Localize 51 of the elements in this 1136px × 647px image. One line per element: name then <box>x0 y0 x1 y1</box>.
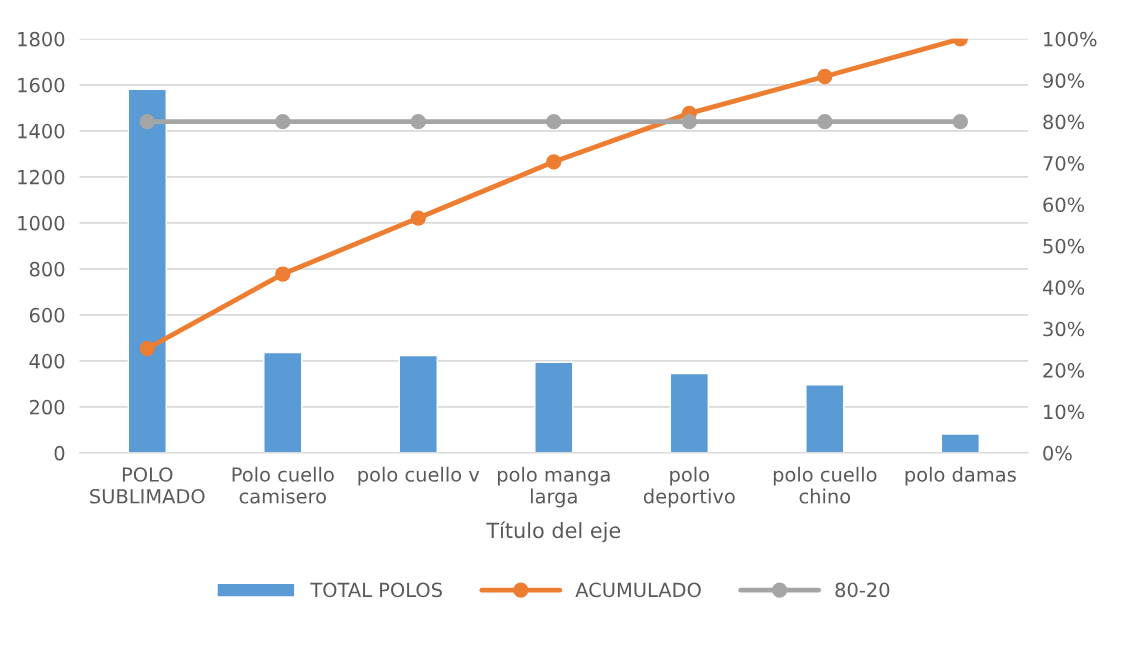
bar <box>398 354 438 453</box>
y-tick-label: 1400 <box>18 123 65 139</box>
y-tick-label: 600 <box>29 307 65 323</box>
point <box>139 113 155 130</box>
x-tick-label: polo manga larga <box>497 466 610 508</box>
point <box>817 68 833 85</box>
y2-tick-label: 50% <box>1043 238 1085 254</box>
y-tick-label: 400 <box>29 353 65 369</box>
y2-tick-label: 80% <box>1043 114 1085 130</box>
y2-tick-label: 100% <box>1044 31 1097 47</box>
x-tick-label: polo deportivo <box>643 466 735 508</box>
point <box>275 266 291 282</box>
x-tick-label: polo cuello chino <box>773 466 877 504</box>
bar <box>940 433 980 453</box>
bar <box>669 372 709 453</box>
y2-tick-label: 40% <box>1042 280 1085 295</box>
y2-tick-label: 70% <box>1043 156 1085 171</box>
x-tick-label: polo damas <box>905 466 1016 486</box>
y-tick-label: 1000 <box>18 215 65 231</box>
point <box>952 113 968 130</box>
y2-tick-label: 90% <box>1043 73 1085 88</box>
point <box>681 113 697 130</box>
legend-label: 80-20 <box>835 582 890 598</box>
point <box>410 113 426 130</box>
y-tick-label: 200 <box>29 399 65 415</box>
y2-tick-label: 0% <box>1043 445 1072 461</box>
bar <box>534 361 574 453</box>
legend-label: ACUMULADO <box>575 582 701 598</box>
y-tick-label: 1600 <box>18 77 65 93</box>
point <box>817 113 833 130</box>
y-tick-label: 0 <box>54 445 65 461</box>
y-tick-label: 1200 <box>18 169 65 185</box>
bar <box>805 384 845 453</box>
x-tick-label: polo cuello v <box>358 466 480 486</box>
y2-tick-label: 60% <box>1043 197 1085 213</box>
bar <box>127 88 167 453</box>
y2-tick-label: 30% <box>1043 321 1085 337</box>
y2-tick-label: 20% <box>1043 363 1085 378</box>
x-axis-title: Título del eje <box>486 521 621 543</box>
bar <box>263 351 303 453</box>
point <box>546 113 562 130</box>
point <box>410 210 426 226</box>
point <box>275 113 291 130</box>
x-tick-label: POLO SUBLIMADO <box>90 467 205 504</box>
y2-tick-label: 10% <box>1044 404 1085 420</box>
x-tick-label: Polo cuello camisero <box>232 466 334 504</box>
point <box>139 340 155 357</box>
y-tick-label: 1800 <box>18 31 65 47</box>
point <box>546 154 562 170</box>
y-tick-label: 800 <box>29 261 65 277</box>
legend-label: TOTAL POLOS <box>310 582 442 598</box>
